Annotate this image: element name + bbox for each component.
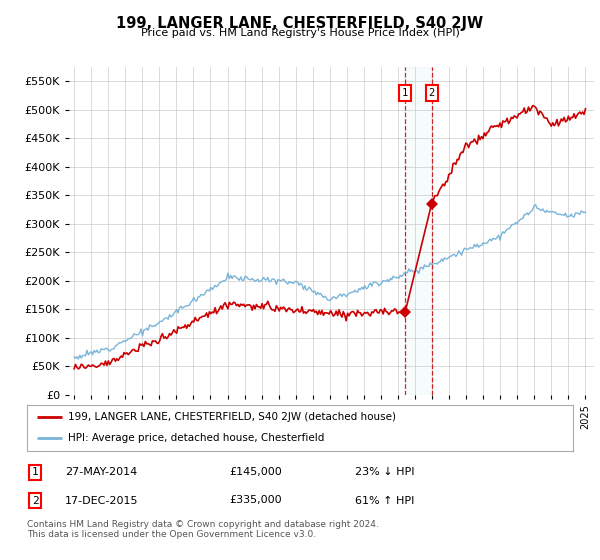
Text: 199, LANGER LANE, CHESTERFIELD, S40 2JW (detached house): 199, LANGER LANE, CHESTERFIELD, S40 2JW … bbox=[68, 412, 396, 422]
Text: £145,000: £145,000 bbox=[229, 467, 282, 477]
Text: 2: 2 bbox=[32, 496, 38, 506]
Text: 1: 1 bbox=[32, 467, 38, 477]
Text: 199, LANGER LANE, CHESTERFIELD, S40 2JW: 199, LANGER LANE, CHESTERFIELD, S40 2JW bbox=[116, 16, 484, 31]
Text: 61% ↑ HPI: 61% ↑ HPI bbox=[355, 496, 414, 506]
Text: Price paid vs. HM Land Registry's House Price Index (HPI): Price paid vs. HM Land Registry's House … bbox=[140, 28, 460, 38]
Text: 27-MAY-2014: 27-MAY-2014 bbox=[65, 467, 137, 477]
Bar bbox=[405, 67, 431, 395]
Text: 23% ↓ HPI: 23% ↓ HPI bbox=[355, 467, 414, 477]
Text: HPI: Average price, detached house, Chesterfield: HPI: Average price, detached house, Ches… bbox=[68, 433, 325, 444]
Text: 17-DEC-2015: 17-DEC-2015 bbox=[65, 496, 139, 506]
Text: 2: 2 bbox=[428, 88, 434, 98]
Text: £335,000: £335,000 bbox=[229, 496, 281, 506]
Text: 1: 1 bbox=[402, 88, 408, 98]
Text: Contains HM Land Registry data © Crown copyright and database right 2024.
This d: Contains HM Land Registry data © Crown c… bbox=[27, 520, 379, 539]
